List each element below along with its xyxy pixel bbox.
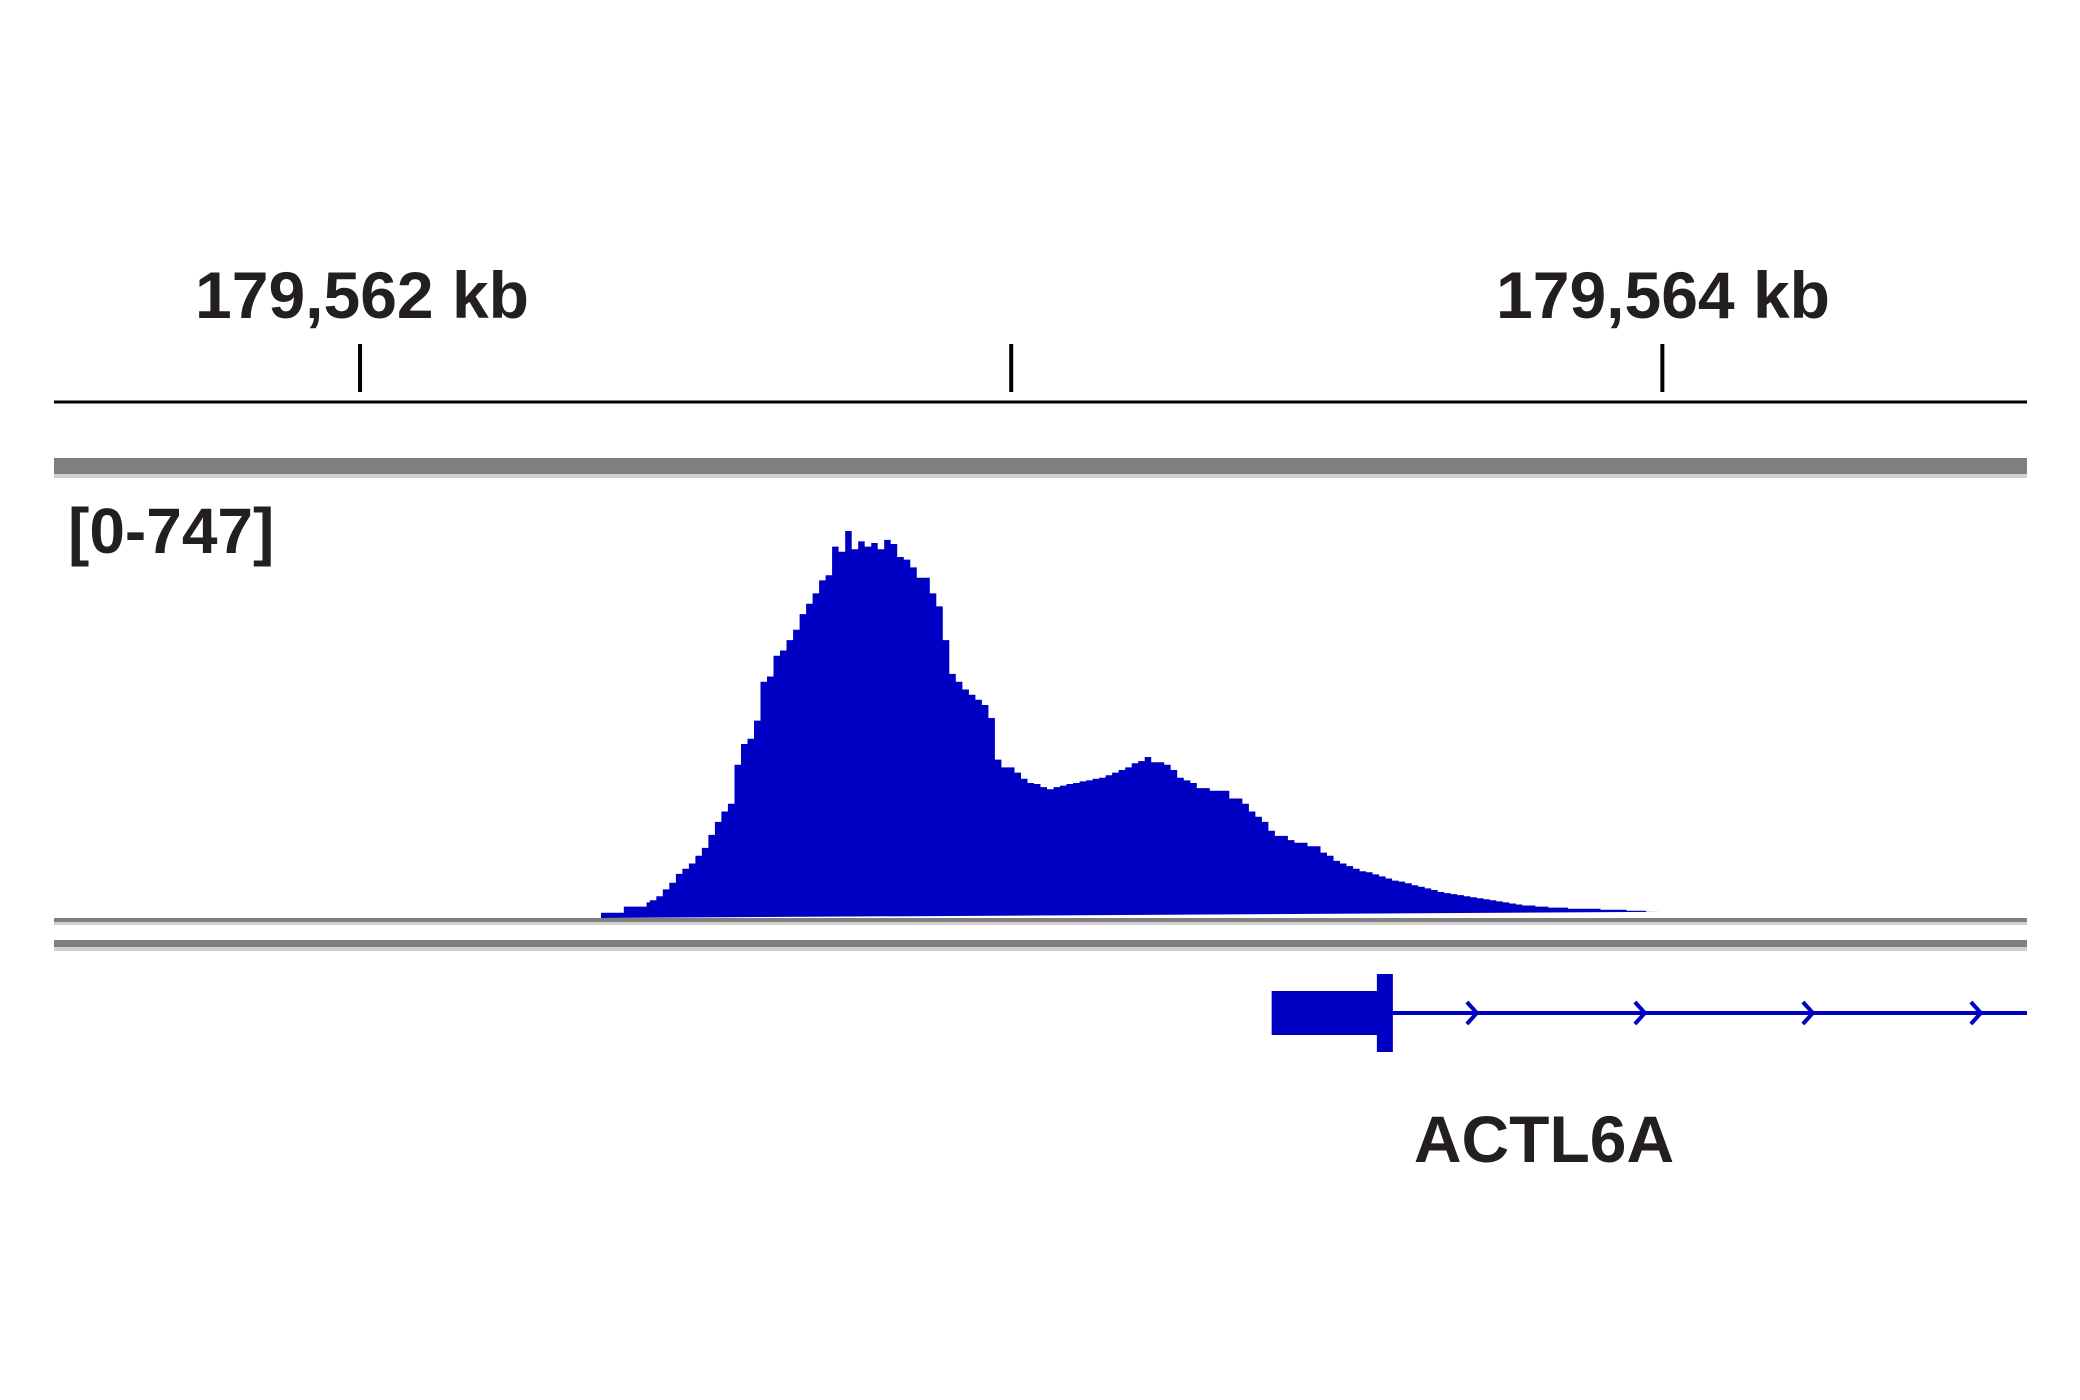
track-range-label: [0-747] [68, 495, 274, 567]
signal-track: [0-747] [68, 495, 1663, 918]
ruler-tick-label: 179,564 kb [1496, 258, 1830, 332]
gene-track: ACTL6A [1271, 974, 2027, 1176]
gene-tss-block [1376, 974, 1393, 1052]
ruler-ticks [358, 344, 1665, 392]
strand-arrow-icon [1801, 1000, 1816, 1026]
track-divider [54, 922, 2027, 925]
track-divider [54, 940, 2027, 947]
strand-arrow-icon [1969, 1000, 1984, 1026]
strand-arrow-icon [1633, 1000, 1648, 1026]
track-divider [54, 947, 2027, 951]
strand-arrow-icon [1465, 1000, 1480, 1026]
gene-exon-block [1271, 991, 1389, 1035]
track-divider [54, 458, 2027, 474]
strand-arrows [1465, 1000, 1984, 1026]
gene-name-label: ACTL6A [1414, 1102, 1674, 1176]
coverage-area [601, 531, 1663, 918]
ruler-tick-label: 179,562 kb [195, 258, 529, 332]
ruler: 179,562 kb 179,564 kb [54, 258, 2027, 404]
track-baseline [54, 918, 2027, 922]
track-divider [54, 474, 2027, 478]
